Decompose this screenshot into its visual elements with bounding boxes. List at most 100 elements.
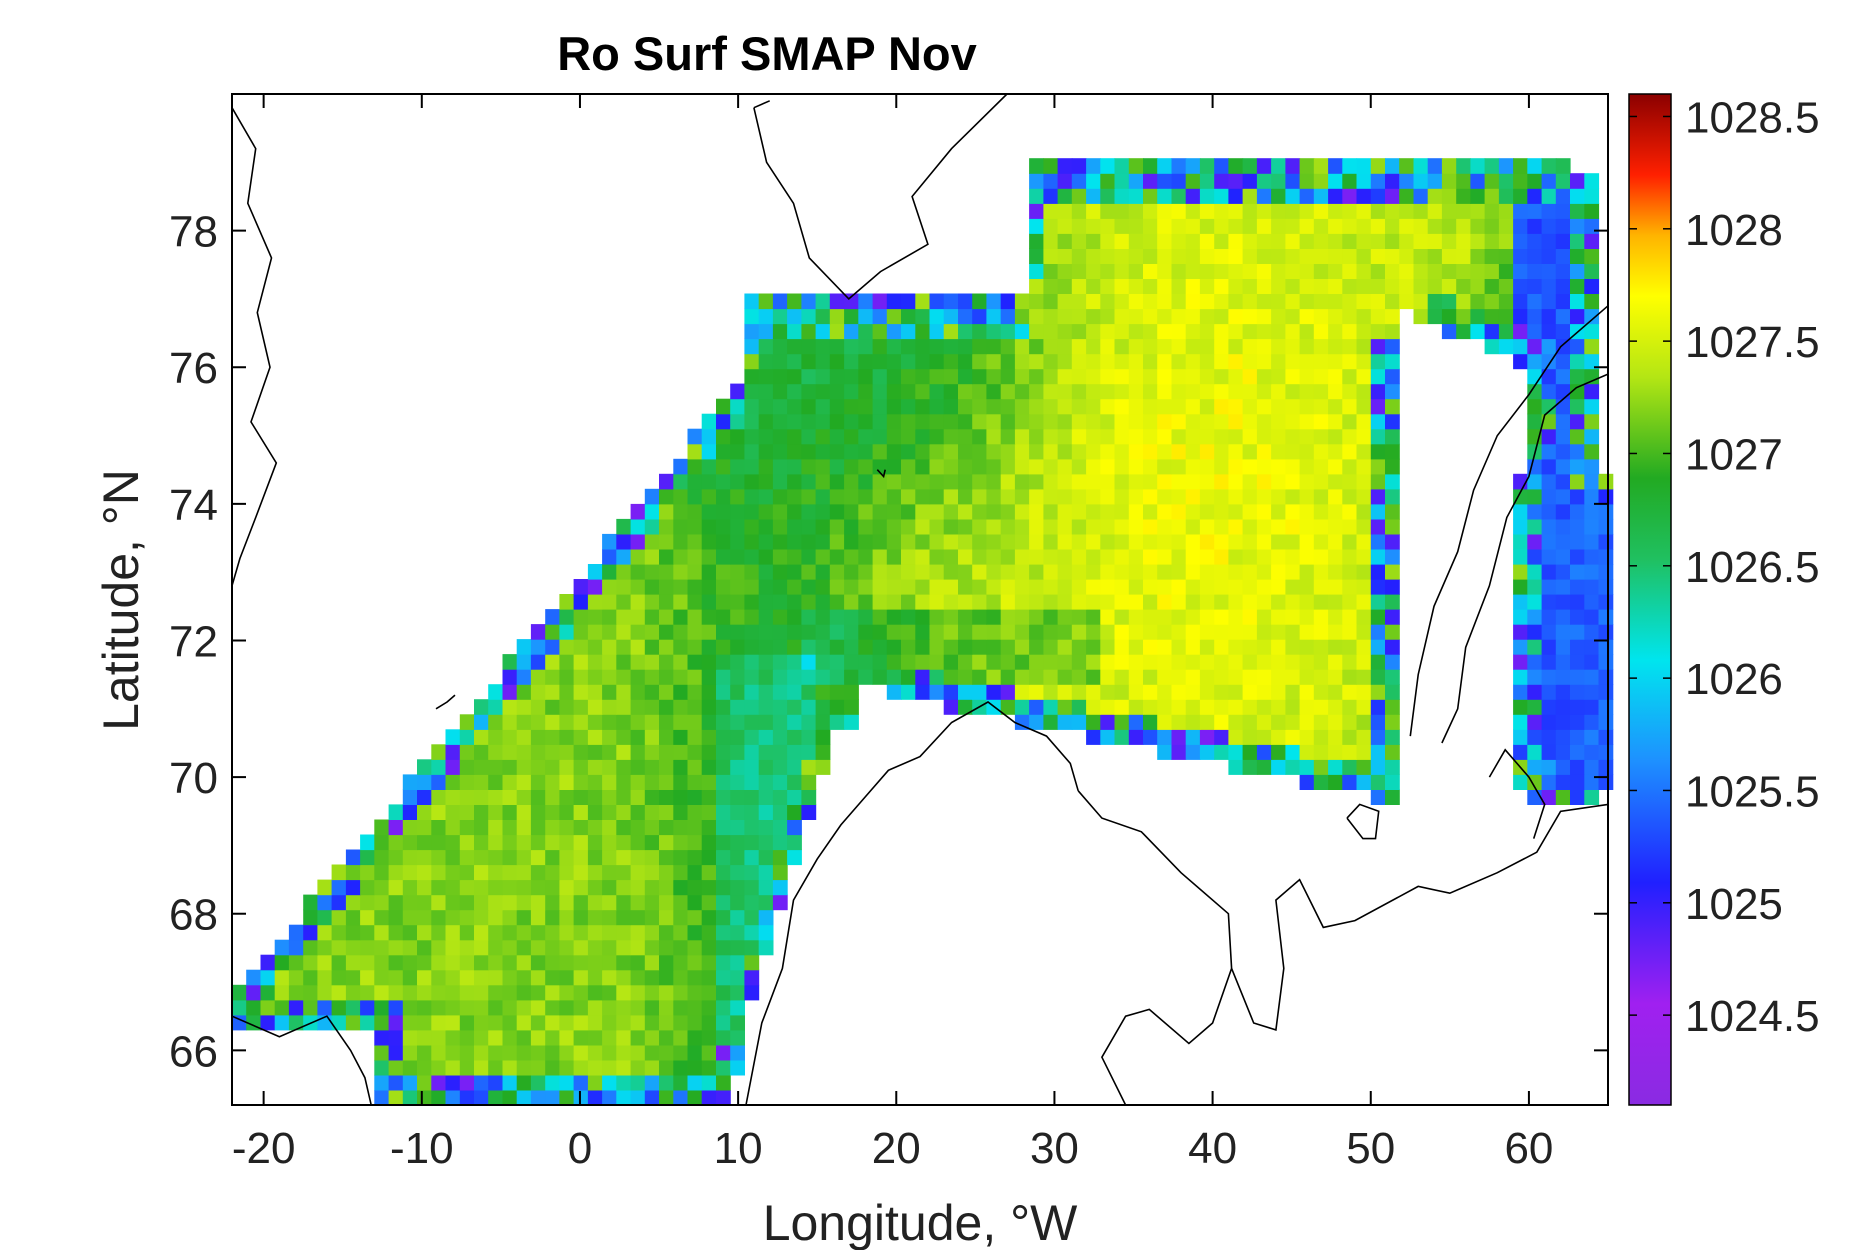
heatmap-cell [815, 398, 831, 415]
heatmap-cell [1570, 669, 1585, 685]
heatmap-cell [872, 624, 888, 640]
heatmap-cell [1071, 609, 1087, 625]
heatmap-cell [1570, 699, 1585, 715]
heatmap-cell [1128, 458, 1144, 475]
colorbar: 1024.510251025.510261026.510271027.51028… [1628, 93, 1820, 1106]
heatmap-cell [488, 849, 503, 866]
heatmap-cell [1214, 428, 1229, 445]
heatmap-cell [1100, 398, 1116, 415]
heatmap-cell [886, 443, 902, 460]
heatmap-cell [701, 579, 717, 595]
heatmap-cell [972, 609, 987, 625]
heatmap-cell [1299, 203, 1315, 219]
heatmap-cell [616, 654, 632, 670]
heatmap-cell [1470, 308, 1486, 325]
heatmap-cell [1214, 669, 1229, 685]
heatmap-cell [530, 999, 546, 1016]
heatmap-cell [1570, 278, 1585, 294]
coastline-novaya-west [1409, 305, 1609, 737]
heatmap-cell [1356, 533, 1372, 550]
heatmap-cell [1555, 564, 1571, 580]
heatmap-cell [772, 308, 788, 325]
heatmap-cell [530, 909, 546, 926]
heatmap-cell [1555, 293, 1571, 310]
heatmap-cell [1441, 323, 1457, 340]
heatmap-cell [1370, 624, 1386, 640]
heatmap-cell [573, 714, 589, 730]
heatmap-cell [1555, 518, 1571, 535]
heatmap-cell [1100, 263, 1116, 279]
heatmap-cell [730, 894, 745, 911]
heatmap-cell [1427, 173, 1443, 189]
heatmap-cell [1114, 428, 1130, 445]
heatmap-cell [858, 293, 874, 310]
heatmap-cell [587, 969, 603, 986]
heatmap-cell [1014, 368, 1030, 385]
heatmap-cell [602, 1029, 617, 1046]
heatmap-cell [1199, 383, 1215, 400]
heatmap-cell [730, 473, 745, 490]
heatmap-cell [673, 1090, 689, 1106]
heatmap-cell [1171, 624, 1187, 640]
heatmap-cell [587, 954, 603, 971]
heatmap-cell [1342, 729, 1358, 745]
heatmap-cell [673, 759, 689, 775]
heatmap-cell [1185, 654, 1201, 670]
heatmap-cell [1043, 278, 1059, 294]
heatmap-cell [1541, 188, 1557, 204]
heatmap-cell [1313, 278, 1329, 294]
heatmap-cell [758, 744, 774, 760]
heatmap-cell [445, 834, 461, 851]
heatmap-cell [1555, 609, 1571, 625]
heatmap-cell [1555, 503, 1571, 520]
heatmap-cell [1285, 549, 1301, 565]
heatmap-cell [559, 789, 575, 805]
heatmap-cell [474, 759, 489, 775]
heatmap-cell [815, 413, 831, 430]
heatmap-cell [530, 789, 546, 805]
heatmap-cell [701, 443, 717, 460]
heatmap-cell [1370, 278, 1386, 294]
heatmap-cell [1513, 564, 1528, 580]
heatmap-cell [1555, 714, 1571, 730]
heatmap-cell [417, 909, 432, 926]
heatmap-cell [929, 518, 945, 535]
heatmap-cell [1285, 413, 1301, 430]
heatmap-cell [1171, 488, 1187, 505]
heatmap-cell [1470, 173, 1486, 189]
heatmap-cell [1214, 443, 1229, 460]
heatmap-cell [374, 969, 390, 986]
heatmap-cell [288, 969, 304, 986]
heatmap-cell [929, 669, 945, 685]
heatmap-cell [1555, 549, 1571, 565]
heatmap-cell [488, 954, 503, 971]
heatmap-cell [1370, 759, 1386, 775]
heatmap-cell [1356, 503, 1372, 520]
heatmap-cell [815, 594, 831, 610]
heatmap-cell [1370, 443, 1386, 460]
heatmap-cell [1029, 158, 1044, 174]
plot-frame [231, 93, 1609, 1106]
heatmap-cell [1143, 413, 1158, 430]
heatmap-cell [1214, 533, 1229, 550]
heatmap-cell [1128, 669, 1144, 685]
heatmap-cell [958, 338, 973, 355]
heatmap-cell [787, 609, 802, 625]
heatmap-cell [1570, 639, 1585, 655]
heatmap-cell [1313, 518, 1329, 535]
heatmap-cell [1370, 473, 1386, 490]
heatmap-cell [388, 999, 404, 1016]
heatmap-cell [1157, 323, 1172, 340]
heatmap-cell [530, 774, 546, 790]
heatmap-cell [1143, 729, 1158, 745]
heatmap-cell [1057, 293, 1073, 310]
heatmap-cell [616, 1044, 632, 1061]
heatmap-cell [1527, 639, 1543, 655]
heatmap-cell [360, 834, 375, 851]
heatmap-cell [1228, 323, 1244, 340]
heatmap-cell [1100, 248, 1116, 264]
heatmap-cell [1185, 533, 1201, 550]
heatmap-cell [1157, 654, 1172, 670]
heatmap-cell [1100, 173, 1116, 189]
heatmap-cell [559, 954, 575, 971]
